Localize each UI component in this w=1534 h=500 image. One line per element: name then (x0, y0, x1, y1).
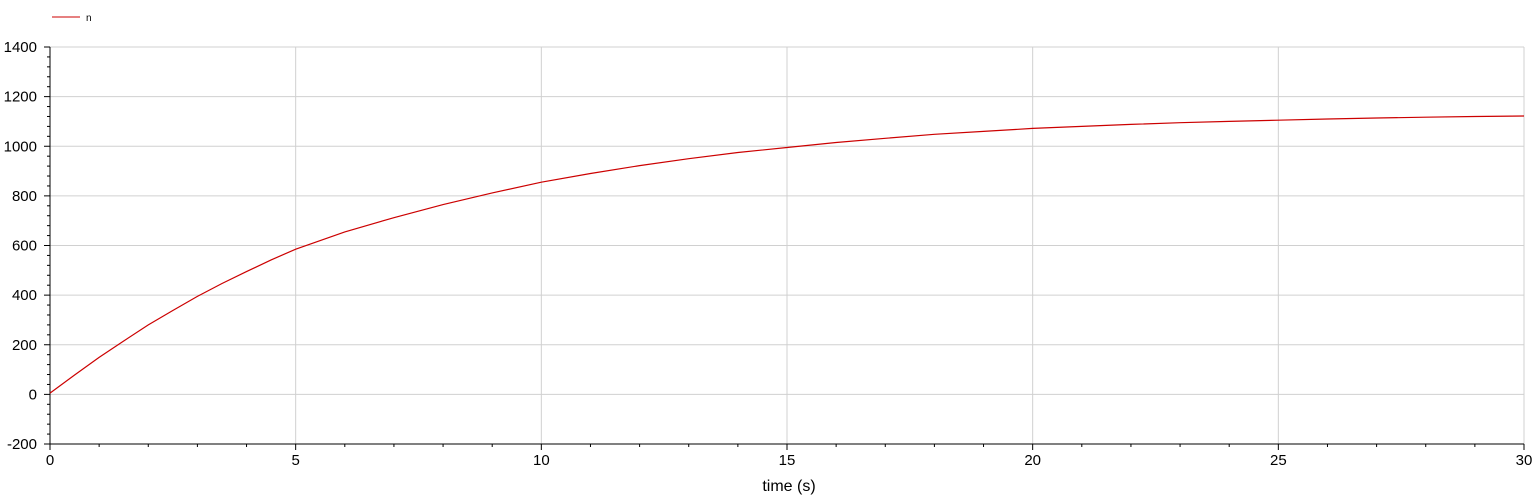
x-tick-label: 10 (533, 452, 550, 469)
x-tick-label: 25 (1270, 452, 1287, 469)
y-tick-label: 1400 (4, 39, 37, 56)
series-line-n (49, 115, 1525, 394)
y-tick-label: -200 (7, 436, 37, 453)
y-tick-label: 0 (29, 386, 37, 403)
legend-label-n: n (86, 13, 92, 24)
x-tick-label: 20 (1024, 452, 1041, 469)
x-axis-title: time (s) (762, 478, 815, 495)
grid-lines (50, 46, 1525, 444)
y-tick-label: 600 (12, 238, 37, 255)
x-tick-label: 5 (291, 452, 299, 469)
series-layer (49, 115, 1525, 394)
y-tick-label: 400 (12, 287, 37, 304)
y-tick-label: 1000 (4, 138, 37, 155)
y-tick-label: 1200 (4, 89, 37, 106)
y-tick-label: 200 (12, 337, 37, 354)
y-tick-label: 800 (12, 188, 37, 205)
x-tick-label: 30 (1516, 452, 1533, 469)
x-tick-label: 0 (46, 452, 54, 469)
x-tick-label: 15 (779, 452, 796, 469)
axes: 0 5 10 15 20 25 30 -200 0 200 400 600 800 1000 1200 140… (4, 39, 1533, 469)
legend: n (52, 13, 92, 24)
